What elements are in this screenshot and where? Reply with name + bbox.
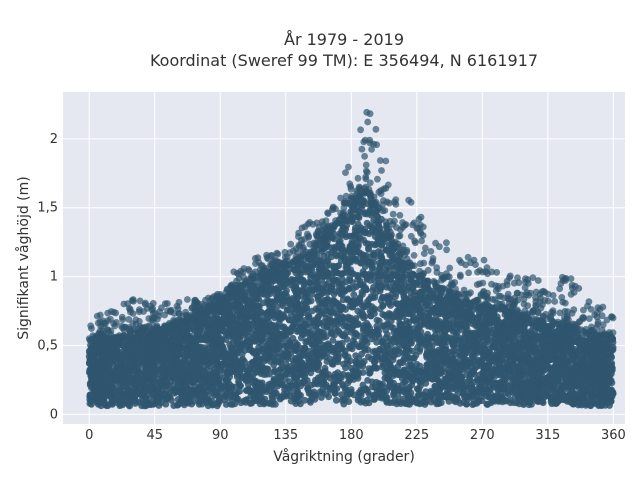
data-point: [484, 338, 492, 346]
data-point: [228, 394, 236, 402]
data-point: [369, 383, 376, 391]
data-point: [201, 328, 209, 335]
data-point: [249, 372, 257, 380]
data-point: [327, 309, 335, 316]
data-point: [373, 339, 380, 346]
data-point: [372, 240, 380, 248]
data-point: [318, 309, 325, 317]
data-point: [297, 334, 305, 342]
data-point: [122, 379, 129, 387]
data-point: [279, 364, 287, 372]
data-point: [386, 381, 393, 389]
data-point: [363, 219, 371, 227]
data-point: [407, 304, 414, 312]
data-point: [354, 236, 362, 243]
data-point: [371, 306, 378, 314]
data-point: [453, 318, 461, 326]
data-point: [473, 399, 481, 407]
data-point: [168, 396, 175, 404]
data-point: [379, 302, 387, 310]
data-point: [246, 325, 253, 333]
data-point: [375, 317, 383, 325]
data-point: [308, 307, 316, 315]
data-point: [258, 290, 266, 298]
data-point: [416, 348, 423, 355]
data-point: [332, 396, 340, 404]
data-point: [320, 334, 327, 341]
data-point: [436, 379, 443, 387]
data-point: [350, 291, 358, 298]
data-point: [382, 326, 390, 334]
chart-title: År 1979 - 2019: [284, 30, 404, 49]
data-point: [281, 349, 289, 356]
data-point: [348, 341, 356, 349]
data-point: [359, 397, 367, 405]
data-point: [306, 397, 314, 404]
data-point: [423, 347, 431, 355]
data-point: [383, 394, 391, 402]
data-point: [365, 245, 372, 253]
data-point: [244, 381, 252, 388]
data-point: [402, 390, 410, 398]
data-point: [119, 342, 127, 349]
data-point: [171, 386, 178, 393]
data-point: [224, 383, 232, 391]
data-point: [448, 355, 456, 363]
data-point: [297, 270, 305, 278]
chart-subtitle: Koordinat (Sweref 99 TM): E 356494, N 61…: [150, 51, 538, 70]
data-point: [346, 302, 354, 310]
data-point: [390, 372, 397, 379]
data-point: [279, 381, 287, 388]
data-point: [443, 383, 451, 390]
data-points: [85, 108, 617, 410]
data-point: [274, 286, 282, 293]
data-point: [393, 300, 400, 307]
data-point: [428, 342, 436, 349]
data-point: [365, 353, 372, 361]
data-point: [257, 308, 265, 316]
data-point: [322, 390, 330, 398]
data-point: [354, 220, 362, 228]
data-point: [253, 294, 261, 302]
data-point: [345, 247, 353, 255]
data-point: [363, 276, 371, 283]
data-point: [376, 228, 383, 236]
data-point: [305, 279, 312, 286]
data-point: [234, 310, 241, 318]
data-point: [332, 288, 340, 295]
data-point: [472, 338, 479, 346]
data-point: [395, 369, 403, 377]
data-point: [562, 377, 570, 385]
data-point: [435, 333, 443, 341]
data-point: [367, 211, 375, 219]
data-point: [477, 339, 485, 347]
data-point: [564, 360, 571, 368]
data-point: [315, 328, 322, 336]
data-point: [474, 376, 482, 384]
data-point: [286, 328, 293, 336]
data-point: [330, 235, 338, 243]
data-point: [401, 379, 409, 386]
data-point: [301, 396, 308, 404]
data-point: [364, 377, 371, 384]
data-point: [283, 370, 290, 378]
data-point: [406, 333, 414, 340]
data-point: [348, 232, 356, 240]
data-point: [469, 306, 476, 314]
data-point: [322, 268, 330, 275]
data-point: [403, 317, 410, 325]
data-point: [548, 395, 555, 403]
data-point: [301, 379, 309, 387]
